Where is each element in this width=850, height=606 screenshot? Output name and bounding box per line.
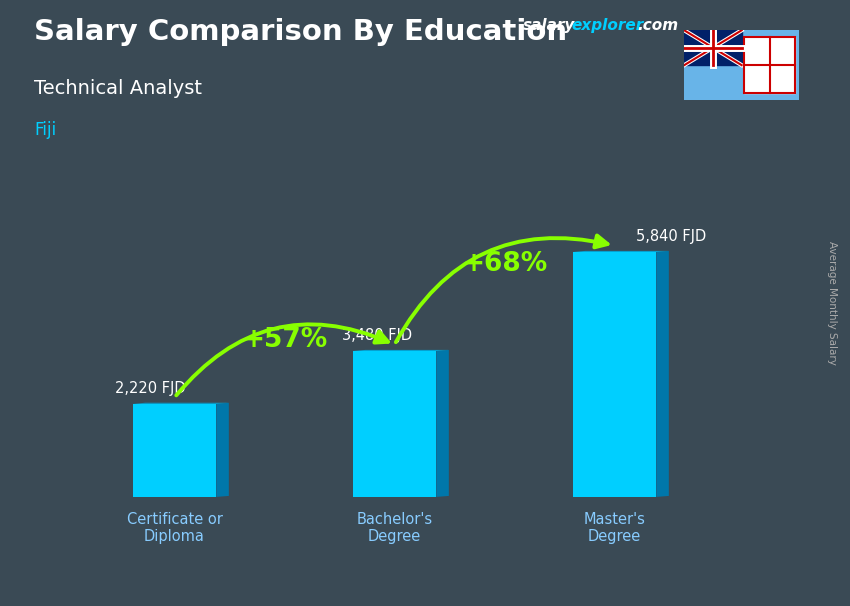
Polygon shape xyxy=(353,350,449,351)
Bar xyxy=(133,404,216,497)
Polygon shape xyxy=(656,251,669,497)
Text: Salary Comparison By Education: Salary Comparison By Education xyxy=(34,18,567,46)
Text: Bachelor's
Degree: Bachelor's Degree xyxy=(356,511,433,544)
Bar xyxy=(745,38,795,93)
Text: Certificate or
Diploma: Certificate or Diploma xyxy=(127,511,223,544)
Text: +68%: +68% xyxy=(462,251,547,277)
Text: 2,220 FJD: 2,220 FJD xyxy=(115,381,185,396)
Polygon shape xyxy=(133,403,229,404)
Text: explorer: explorer xyxy=(571,18,643,33)
Text: +57%: +57% xyxy=(242,327,327,353)
Text: salary: salary xyxy=(523,18,575,33)
Text: Technical Analyst: Technical Analyst xyxy=(34,79,202,98)
Text: 5,840 FJD: 5,840 FJD xyxy=(636,229,706,244)
Text: 3,480 FJD: 3,480 FJD xyxy=(342,328,411,344)
Bar xyxy=(684,30,741,65)
Bar xyxy=(573,252,656,497)
Bar xyxy=(745,38,795,93)
Text: Fiji: Fiji xyxy=(34,121,56,139)
Text: Master's
Degree: Master's Degree xyxy=(584,511,645,544)
Polygon shape xyxy=(573,251,669,252)
Polygon shape xyxy=(436,350,449,497)
Text: Average Monthly Salary: Average Monthly Salary xyxy=(827,241,837,365)
Text: .com: .com xyxy=(638,18,678,33)
Bar xyxy=(353,351,436,497)
Polygon shape xyxy=(216,403,229,497)
